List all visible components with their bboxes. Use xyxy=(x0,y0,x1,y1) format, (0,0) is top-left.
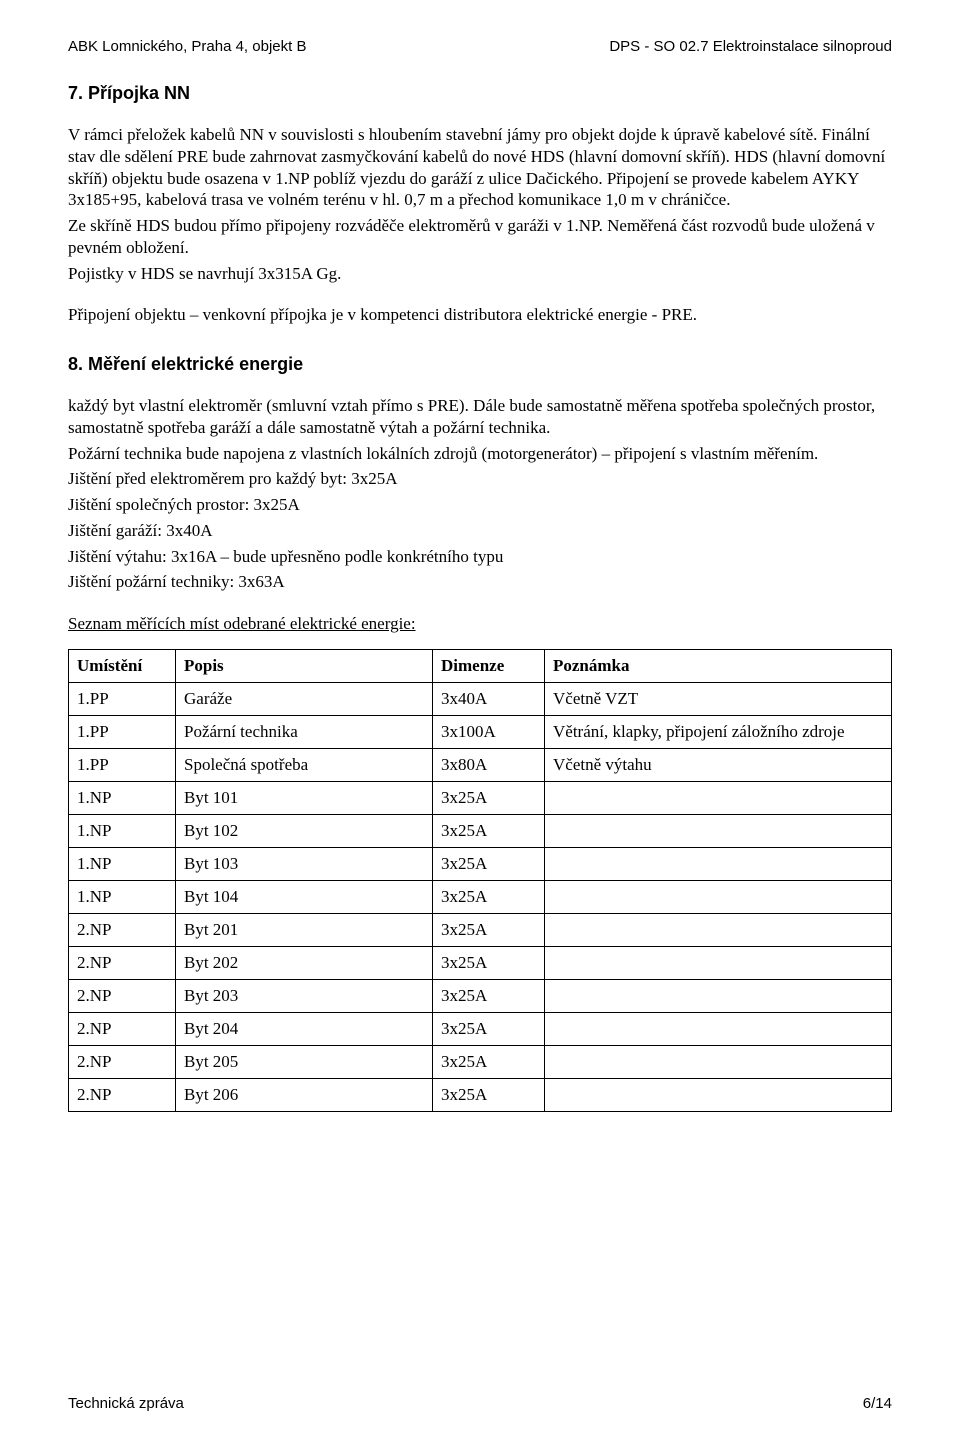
cell-dimenze: 3x25A xyxy=(433,946,545,979)
table-row: 2.NP Byt 204 3x25A xyxy=(69,1012,892,1045)
cell-dimenze: 3x25A xyxy=(433,913,545,946)
cell-poznamka: Včetně výtahu xyxy=(545,748,892,781)
cell-umisteni: 2.NP xyxy=(69,946,176,979)
s8-line-2: Jištění garáží: 3x40A xyxy=(68,520,892,542)
th-popis: Popis xyxy=(176,649,433,682)
cell-dimenze: 3x80A xyxy=(433,748,545,781)
cell-dimenze: 3x25A xyxy=(433,1012,545,1045)
cell-popis: Byt 204 xyxy=(176,1012,433,1045)
table-row: 1.NP Byt 104 3x25A xyxy=(69,880,892,913)
cell-poznamka xyxy=(545,1045,892,1078)
page: ABK Lomnického, Praha 4, objekt B DPS - … xyxy=(0,0,960,1438)
cell-dimenze: 3x25A xyxy=(433,781,545,814)
th-dimenze: Dimenze xyxy=(433,649,545,682)
cell-umisteni: 1.NP xyxy=(69,814,176,847)
cell-popis: Byt 201 xyxy=(176,913,433,946)
cell-popis: Byt 206 xyxy=(176,1078,433,1111)
cell-umisteni: 2.NP xyxy=(69,1045,176,1078)
cell-poznamka: Včetně VZT xyxy=(545,682,892,715)
page-header: ABK Lomnického, Praha 4, objekt B DPS - … xyxy=(68,38,892,55)
table-row: 1.PP Společná spotřeba 3x80A Včetně výta… xyxy=(69,748,892,781)
cell-dimenze: 3x100A xyxy=(433,715,545,748)
cell-umisteni: 1.PP xyxy=(69,715,176,748)
cell-poznamka xyxy=(545,913,892,946)
table-row: 2.NP Byt 201 3x25A xyxy=(69,913,892,946)
cell-popis: Byt 102 xyxy=(176,814,433,847)
cell-umisteni: 2.NP xyxy=(69,979,176,1012)
measurement-table: Umístění Popis Dimenze Poznámka 1.PP Gar… xyxy=(68,649,892,1112)
table-body: 1.PP Garáže 3x40A Včetně VZT 1.PP Požárn… xyxy=(69,682,892,1111)
s8-line-0: Jištění před elektroměrem pro každý byt:… xyxy=(68,468,892,490)
header-right: DPS - SO 02.7 Elektroinstalace silnoprou… xyxy=(609,38,892,55)
cell-poznamka xyxy=(545,1078,892,1111)
cell-dimenze: 3x25A xyxy=(433,1078,545,1111)
cell-umisteni: 1.PP xyxy=(69,748,176,781)
cell-poznamka: Větrání, klapky, připojení záložního zdr… xyxy=(545,715,892,748)
cell-poznamka xyxy=(545,946,892,979)
table-header-row: Umístění Popis Dimenze Poznámka xyxy=(69,649,892,682)
cell-poznamka xyxy=(545,880,892,913)
cell-poznamka xyxy=(545,781,892,814)
s7-p1: V rámci přeložek kabelů NN v souvislosti… xyxy=(68,124,892,211)
s8-line-3: Jištění výtahu: 3x16A – bude upřesněno p… xyxy=(68,546,892,568)
section-8-title: 8. Měření elektrické energie xyxy=(68,354,892,375)
table-row: 1.PP Garáže 3x40A Včetně VZT xyxy=(69,682,892,715)
th-poznamka: Poznámka xyxy=(545,649,892,682)
section-8-body: každý byt vlastní elektroměr (smluvní vz… xyxy=(68,395,892,593)
s7-p2: Ze skříně HDS budou přímo připojeny rozv… xyxy=(68,215,892,259)
header-left: ABK Lomnického, Praha 4, objekt B xyxy=(68,38,306,55)
cell-popis: Společná spotřeba xyxy=(176,748,433,781)
s7-p3: Pojistky v HDS se navrhují 3x315A Gg. xyxy=(68,263,892,285)
footer-left: Technická zpráva xyxy=(68,1395,184,1412)
table-row: 1.NP Byt 102 3x25A xyxy=(69,814,892,847)
table-row: 2.NP Byt 206 3x25A xyxy=(69,1078,892,1111)
table-row: 2.NP Byt 203 3x25A xyxy=(69,979,892,1012)
cell-popis: Byt 101 xyxy=(176,781,433,814)
cell-umisteni: 1.NP xyxy=(69,781,176,814)
cell-popis: Garáže xyxy=(176,682,433,715)
cell-umisteni: 2.NP xyxy=(69,1078,176,1111)
cell-poznamka xyxy=(545,979,892,1012)
cell-umisteni: 1.PP xyxy=(69,682,176,715)
cell-popis: Byt 203 xyxy=(176,979,433,1012)
cell-dimenze: 3x25A xyxy=(433,1045,545,1078)
table-row: 1.NP Byt 103 3x25A xyxy=(69,847,892,880)
cell-poznamka xyxy=(545,1012,892,1045)
cell-poznamka xyxy=(545,814,892,847)
cell-umisteni: 1.NP xyxy=(69,847,176,880)
cell-dimenze: 3x25A xyxy=(433,814,545,847)
table-row: 1.PP Požární technika 3x100A Větrání, kl… xyxy=(69,715,892,748)
cell-popis: Byt 104 xyxy=(176,880,433,913)
s8-p1: každý byt vlastní elektroměr (smluvní vz… xyxy=(68,395,892,439)
measurement-list-heading: Seznam měřících míst odebrané elektrické… xyxy=(68,613,892,635)
cell-popis: Byt 202 xyxy=(176,946,433,979)
cell-dimenze: 3x40A xyxy=(433,682,545,715)
s8-line-4: Jištění požární techniky: 3x63A xyxy=(68,571,892,593)
footer-right: 6/14 xyxy=(863,1395,892,1412)
cell-popis: Požární technika xyxy=(176,715,433,748)
cell-umisteni: 1.NP xyxy=(69,880,176,913)
cell-poznamka xyxy=(545,847,892,880)
cell-popis: Byt 103 xyxy=(176,847,433,880)
table-row: 2.NP Byt 205 3x25A xyxy=(69,1045,892,1078)
cell-dimenze: 3x25A xyxy=(433,880,545,913)
s7-p4: Připojení objektu – venkovní přípojka je… xyxy=(68,304,892,326)
cell-dimenze: 3x25A xyxy=(433,979,545,1012)
cell-popis: Byt 205 xyxy=(176,1045,433,1078)
table-row: 1.NP Byt 101 3x25A xyxy=(69,781,892,814)
cell-dimenze: 3x25A xyxy=(433,847,545,880)
cell-umisteni: 2.NP xyxy=(69,1012,176,1045)
table-row: 2.NP Byt 202 3x25A xyxy=(69,946,892,979)
page-footer: Technická zpráva 6/14 xyxy=(68,1395,892,1412)
s8-p2: Požární technika bude napojena z vlastní… xyxy=(68,443,892,465)
section-7-body: V rámci přeložek kabelů NN v souvislosti… xyxy=(68,124,892,284)
s7-p4-block: Připojení objektu – venkovní přípojka je… xyxy=(68,304,892,326)
cell-umisteni: 2.NP xyxy=(69,913,176,946)
th-umisteni: Umístění xyxy=(69,649,176,682)
section-7-title: 7. Přípojka NN xyxy=(68,83,892,104)
s8-line-1: Jištění společných prostor: 3x25A xyxy=(68,494,892,516)
